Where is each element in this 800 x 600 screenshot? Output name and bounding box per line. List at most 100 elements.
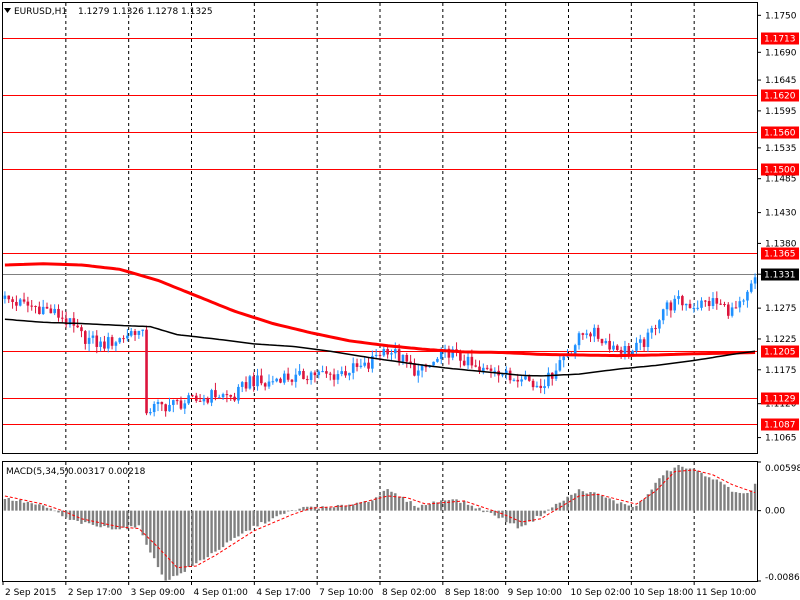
- candle-up: [738, 301, 742, 308]
- macd-bar: [225, 510, 229, 543]
- macd-bar: [271, 510, 275, 519]
- macd-tick-label: 0.00598: [765, 464, 800, 474]
- price-tick-label: 1.1175: [765, 366, 797, 376]
- macd-bar: [160, 510, 164, 575]
- macd-bar: [662, 475, 665, 511]
- candle-up: [18, 299, 22, 306]
- macd-bar: [95, 510, 98, 527]
- candle-down: [252, 376, 255, 387]
- macd-bar: [738, 492, 741, 511]
- macd-bar: [137, 510, 141, 526]
- price-level-tag-label: 1.1129: [764, 395, 796, 405]
- candle-down: [734, 307, 738, 309]
- candle-up: [661, 309, 665, 321]
- candle-down: [478, 366, 481, 372]
- macd-bar: [149, 510, 152, 553]
- candle-up: [650, 328, 654, 333]
- candle-up: [41, 306, 45, 315]
- candle-up: [248, 376, 252, 389]
- macd-histogram: [3, 465, 757, 581]
- candle-down: [160, 401, 164, 405]
- time-tick-label: 3 Sep 09:00: [131, 588, 186, 598]
- symbol-label: EURUSD,H1: [14, 7, 67, 17]
- macd-bar: [221, 510, 225, 548]
- level-price-tags: 1.1713 1.1620 1.1560 1.1500 1.1365 1.1331 1.12…: [761, 32, 799, 431]
- candle-down: [76, 325, 79, 328]
- candle-up: [436, 358, 439, 362]
- macd-bar: [704, 476, 707, 511]
- ohlc-values: 1.1279 1.1326 1.1278 1.1325: [78, 7, 213, 17]
- macd-bar: [317, 508, 320, 511]
- candle-up: [543, 386, 546, 389]
- candle-up: [118, 338, 122, 343]
- header-dropdown-icon[interactable]: [4, 8, 11, 13]
- macd-bar: [516, 510, 519, 529]
- candle-down: [531, 380, 535, 388]
- price-tick-label: 1.1690: [765, 48, 797, 58]
- macd-bar: [497, 510, 500, 519]
- candle-down: [397, 349, 401, 362]
- macd-bar: [413, 505, 416, 511]
- candle-down: [83, 331, 87, 344]
- price-pane[interactable]: 1.1750 1.1690 1.1645 1.1595 1.1535 1.1485 1.14…: [2, 2, 800, 454]
- price-level-tag: [761, 345, 799, 358]
- macd-bar: [172, 510, 175, 577]
- macd-bar: [294, 510, 297, 512]
- macd-bar: [336, 504, 340, 511]
- macd-bar: [719, 481, 722, 511]
- macd-bar: [623, 504, 627, 511]
- macd-bar: [436, 502, 439, 511]
- macd-bar: [612, 500, 615, 511]
- macd-bar: [321, 506, 324, 511]
- candle-down: [263, 383, 267, 387]
- candle-up: [351, 363, 355, 373]
- macd-bar: [195, 510, 198, 564]
- candle-up: [114, 342, 118, 346]
- macd-bar: [130, 510, 133, 527]
- macd-bar: [524, 510, 527, 526]
- candle-down: [290, 379, 294, 382]
- candle-up: [505, 370, 508, 375]
- macd-bar: [22, 502, 26, 511]
- candle-down: [615, 345, 619, 350]
- macd-bar: [57, 510, 60, 513]
- candle-down: [489, 368, 493, 371]
- macd-bar: [401, 496, 405, 511]
- macd-bar: [639, 501, 642, 511]
- candle-down: [49, 308, 53, 314]
- candle-down: [581, 333, 585, 335]
- candle-up: [68, 318, 72, 325]
- macd-bar: [585, 493, 588, 511]
- macd-bar: [126, 510, 129, 530]
- macd-bar: [118, 510, 121, 530]
- macd-pane[interactable]: 0.00598 0.00 -0.00865 MACD(5,34,5) 0.00317…: [2, 461, 800, 584]
- candle-down: [233, 396, 236, 401]
- candle-up: [520, 379, 523, 382]
- macd-bar: [386, 489, 389, 511]
- candle-up: [623, 346, 627, 354]
- macd-bar: [562, 500, 565, 511]
- macd-bar: [374, 497, 378, 511]
- candle-up: [267, 381, 271, 387]
- price-tick-label: 1.1120: [765, 400, 797, 410]
- candle-up: [493, 370, 497, 372]
- macd-bar: [267, 510, 271, 522]
- macd-bar: [616, 503, 619, 511]
- macd-bar: [692, 468, 696, 511]
- price-tick-label: 1.1430: [765, 209, 797, 219]
- candle-up: [416, 370, 420, 376]
- macd-bar: [298, 508, 301, 511]
- candle-up: [730, 307, 734, 316]
- macd-bar: [665, 470, 669, 511]
- macd-bar: [41, 505, 45, 511]
- time-tick-label: 9 Sep 10:00: [508, 588, 563, 598]
- macd-bar: [531, 510, 535, 522]
- candle-down: [726, 304, 730, 316]
- candle-up: [451, 349, 455, 358]
- candle-down: [715, 298, 719, 304]
- macd-bar: [229, 510, 232, 541]
- macd-bar: [367, 501, 370, 511]
- macd-bar: [241, 510, 244, 534]
- macd-bar: [114, 510, 118, 530]
